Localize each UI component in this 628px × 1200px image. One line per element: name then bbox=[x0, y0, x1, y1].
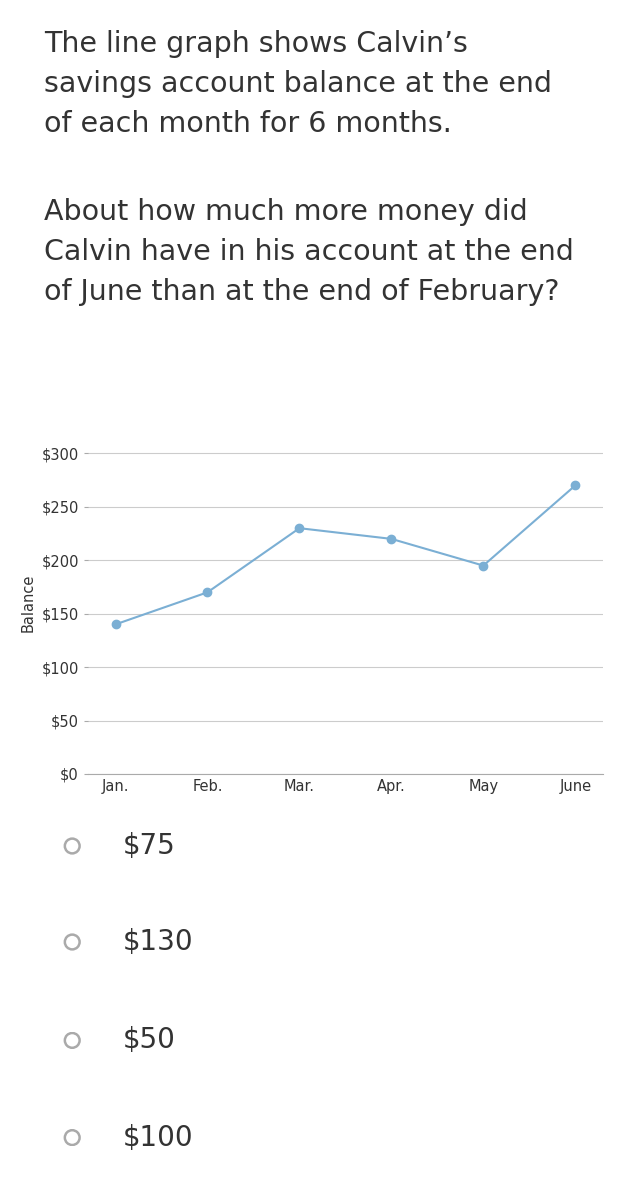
Y-axis label: Balance: Balance bbox=[21, 574, 36, 632]
Text: The line graph shows Calvin’s
savings account balance at the end
of each month f: The line graph shows Calvin’s savings ac… bbox=[44, 30, 552, 138]
Text: About how much more money did
Calvin have in his account at the end
of June than: About how much more money did Calvin hav… bbox=[44, 198, 574, 306]
Text: $75: $75 bbox=[122, 832, 175, 860]
Text: $100: $100 bbox=[122, 1123, 193, 1152]
Text: $130: $130 bbox=[122, 928, 193, 956]
Text: $50: $50 bbox=[122, 1026, 175, 1055]
